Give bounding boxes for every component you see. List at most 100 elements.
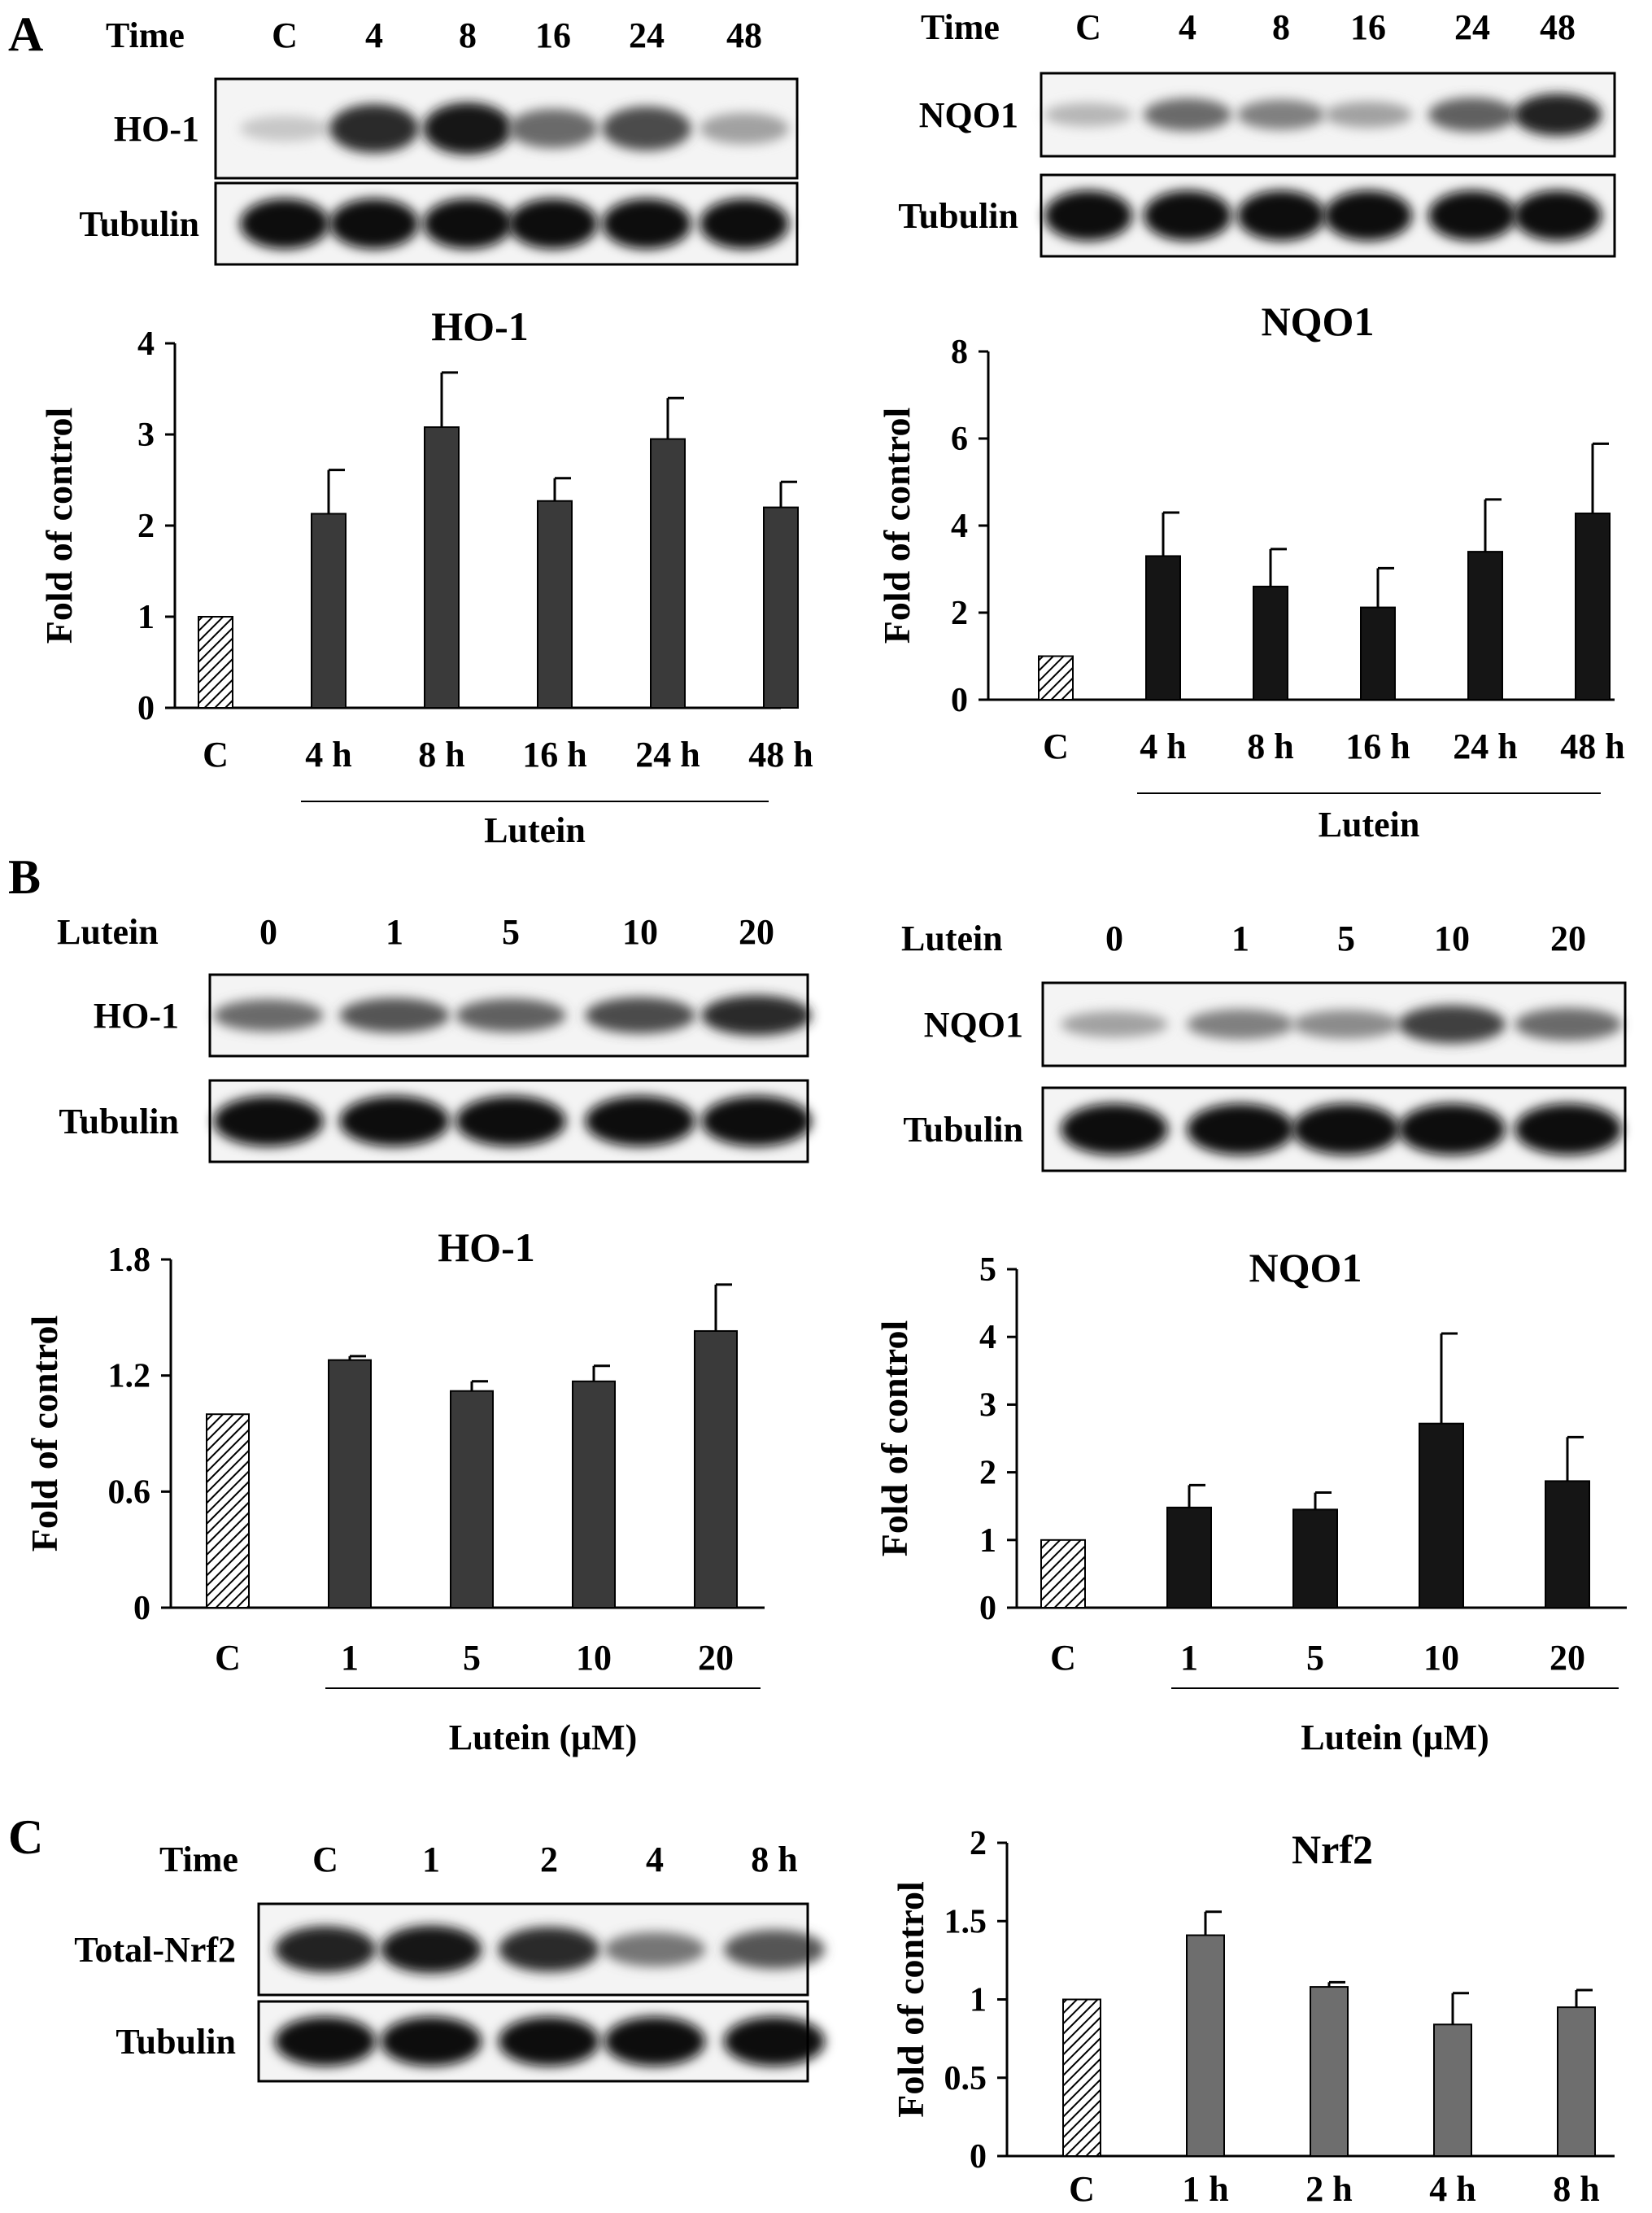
bar	[763, 506, 799, 709]
blot-lane-label: 5	[502, 912, 520, 952]
blot-lane-label: 10	[622, 912, 658, 952]
chart-b-ho1: HO-1 0 0.6 1.2 1.8 Fold of control C 1 5 10 20 Lute…	[24, 1224, 765, 1757]
blot-b-left: Lutein 0 1 5 10 20 HO-1 Tubulin	[57, 912, 812, 1163]
blot-band	[455, 1096, 566, 1146]
bar	[450, 1390, 494, 1608]
panel-label-c: C	[8, 1810, 43, 1864]
bar	[537, 500, 573, 709]
blot-lane-label: 0	[1105, 919, 1123, 958]
chart-a-ho1: HO-1 0 1 2 3 4 Fold of control C 4 h 8 h 16 h 24 h 4…	[38, 303, 813, 850]
blot-c: Time C 1 2 4 8 h Total-Nrf2 Tubulin	[74, 1840, 826, 2083]
blot-frame	[1040, 72, 1616, 158]
blot-band	[240, 116, 329, 142]
x-tick-label: 1 h	[1182, 2169, 1228, 2209]
x-tick-label: 8 h	[418, 735, 464, 775]
blot-lane-label: 8	[1272, 7, 1290, 47]
x-tick-label: 10	[576, 1638, 612, 1678]
blot-band	[339, 997, 450, 1033]
y-axis-label: Fold of control	[874, 1320, 915, 1556]
blot-band	[329, 199, 419, 249]
chart-title: NQO1	[1249, 1245, 1362, 1290]
blot-header-label: Lutein	[57, 912, 159, 952]
x-tick-label: 16 h	[522, 735, 586, 775]
y-axis-label: Fold of control	[38, 408, 80, 644]
bar-control	[1062, 1998, 1101, 2157]
blot-lane-label: 1	[1231, 919, 1249, 958]
y-tick-label: 1	[970, 1982, 987, 2019]
bar	[572, 1380, 616, 1609]
blot-band	[1061, 1103, 1168, 1155]
y-tick-label: 0.5	[944, 2060, 987, 2097]
y-tick-label: 2	[137, 508, 155, 545]
y-tick-label: 0	[951, 682, 968, 719]
blot-band	[1292, 1010, 1400, 1039]
chart-a-nqo1: NQO1 0 2 4 6 8 Fold of control C 4 h 8 h 16 h 24 h 4…	[876, 299, 1625, 845]
blot-lane-label: 20	[1550, 919, 1586, 958]
y-tick-label: 1	[979, 1522, 996, 1560]
bar	[1545, 1480, 1590, 1609]
blot-band	[602, 106, 691, 151]
x-tick-label: 24 h	[635, 735, 700, 775]
bar	[1419, 1422, 1464, 1609]
bar	[694, 1329, 738, 1608]
y-tick-label: 1.8	[108, 1242, 151, 1279]
blot-band	[1428, 97, 1517, 133]
blot-row-label: Total-Nrf2	[74, 1930, 236, 1970]
blot-band	[1061, 1010, 1168, 1038]
y-axis-label: Fold of control	[890, 1881, 931, 2117]
blot-band	[701, 995, 812, 1036]
blot-frame	[257, 2000, 809, 2083]
y-tick-label: 2	[970, 1825, 987, 1862]
blot-band	[1292, 1103, 1400, 1155]
bar	[328, 1359, 372, 1608]
bar-control	[206, 1413, 250, 1608]
y-tick-label: 0	[979, 1590, 996, 1627]
blot-frame	[1041, 1086, 1627, 1172]
x-tick-label: C	[1069, 2169, 1095, 2209]
x-tick-label: 5	[463, 1638, 481, 1678]
blot-lane-label: C	[1075, 7, 1101, 47]
blot-lane-label: 2	[540, 1840, 558, 1879]
blot-lane-label: C	[312, 1840, 338, 1879]
x-tick-label: C	[215, 1638, 241, 1678]
blot-band	[723, 1930, 826, 1969]
panel-label-b: B	[8, 850, 41, 904]
blot-frame	[1040, 173, 1616, 258]
blot-band	[498, 2016, 600, 2067]
x-tick-label: C	[1050, 1638, 1076, 1678]
blot-row-label: Tubulin	[898, 196, 1018, 236]
blot-lane-label: 5	[1337, 919, 1355, 958]
blot-lane-label: 20	[739, 912, 774, 952]
blot-lane-label: 16	[1350, 7, 1386, 47]
y-tick-label: 2	[979, 1455, 996, 1492]
blot-lane-label: 0	[259, 912, 277, 952]
blot-band	[1044, 103, 1133, 127]
blot-row-label: Tubulin	[59, 1102, 179, 1141]
y-tick-label: 1	[137, 599, 155, 636]
blot-band	[1398, 1103, 1506, 1155]
blot-band	[1236, 190, 1326, 241]
blot-row-label: Tubulin	[79, 204, 199, 244]
blot-band	[1323, 101, 1413, 129]
bar	[1557, 2006, 1596, 2157]
blot-lane-label: 1	[422, 1840, 440, 1879]
x-tick-label: 20	[698, 1638, 734, 1678]
blot-band	[602, 199, 691, 249]
y-tick-label: 4	[951, 508, 968, 545]
y-tick-label: 0	[970, 2138, 987, 2176]
y-axis-label: Fold of control	[24, 1316, 65, 1552]
blot-band	[585, 1096, 695, 1146]
bar	[311, 513, 347, 709]
blot-row-label: HO-1	[114, 109, 199, 149]
x-tick-label: 8 h	[1247, 727, 1293, 766]
blot-lane-label: 4	[646, 1840, 664, 1879]
blot-frame	[208, 973, 809, 1058]
x-tick-label: C	[1043, 727, 1069, 766]
blot-header-label: Time	[159, 1840, 238, 1879]
x-tick-label: 4 h	[1140, 727, 1186, 766]
blot-band	[1515, 1007, 1622, 1041]
group-label: Lutein	[484, 810, 586, 850]
x-tick-label: 48 h	[748, 735, 813, 775]
